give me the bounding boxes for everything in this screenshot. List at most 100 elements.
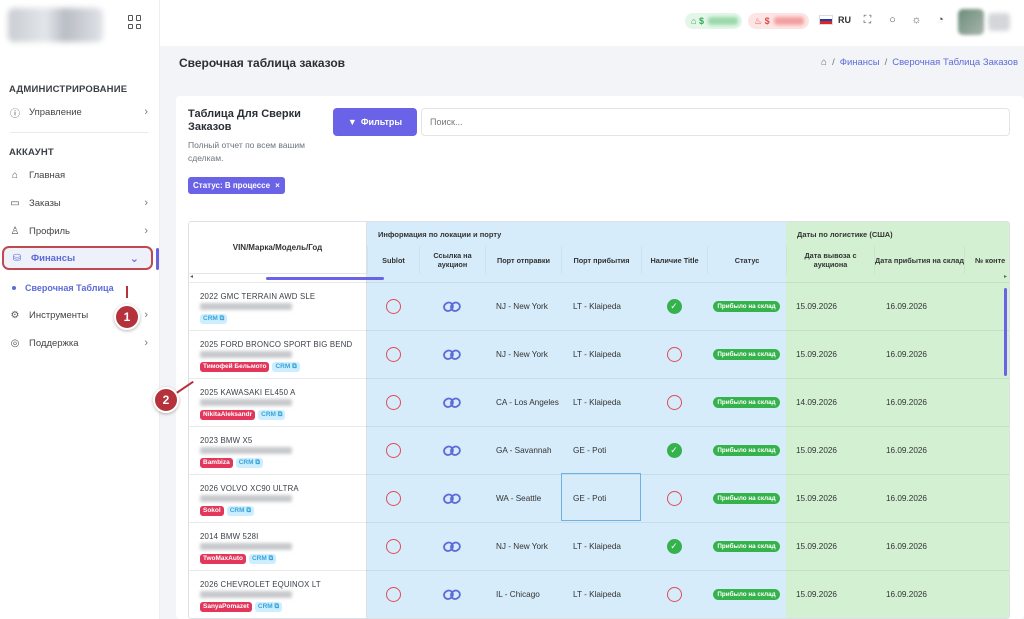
sidebar-item-label: Поддержка xyxy=(29,337,79,349)
col-header-title[interactable]: Наличие Title xyxy=(641,246,707,274)
user-tag[interactable]: Bambiza xyxy=(200,458,233,468)
logo-image xyxy=(8,8,103,42)
status-chip-label: Статус: В процессе xyxy=(193,181,271,190)
search-input[interactable] xyxy=(421,108,1010,136)
arrival-date: 16.09.2026 xyxy=(886,398,927,407)
avatar[interactable] xyxy=(958,9,984,35)
russia-flag-icon[interactable] xyxy=(819,15,833,25)
col-header-departure-port[interactable]: Порт отправки xyxy=(485,246,561,274)
vin-blurred xyxy=(200,591,292,598)
table-row[interactable]: 2025 KAWASAKI EL450 A NikitaAleksandr CRM … xyxy=(189,378,1009,426)
breadcrumb-current[interactable]: Сверочная Таблица Заказов xyxy=(892,57,1018,68)
col-header-status[interactable]: Статус xyxy=(707,246,786,274)
col-header-arrival-port[interactable]: Порт прибытия xyxy=(561,246,641,274)
col-header-auction-link[interactable]: Ссылка на аукцион xyxy=(419,246,485,274)
col-header-vin[interactable]: VIN/Марка/Модель/Год xyxy=(189,222,366,274)
home-icon[interactable]: ⌂ xyxy=(821,57,828,68)
pickup-date: 15.09.2026 xyxy=(796,350,837,359)
table-row[interactable]: 2023 BMW X5 Bambiza CRM ⧉ GA - Savannah GE -… xyxy=(189,426,1009,474)
user-tag[interactable]: SanyaPomazet xyxy=(200,602,252,612)
scrollbar-thumb[interactable] xyxy=(266,277,384,280)
arrival-port: LT - Klaipeda xyxy=(573,590,621,599)
crm-link[interactable]: CRM ⧉ xyxy=(200,314,228,324)
card-subtitle: Полный отчет по всем вашим сделкам. xyxy=(188,140,305,163)
link-icon[interactable] xyxy=(443,397,461,409)
sidebar-item-orders[interactable]: ▭ Заказы › xyxy=(0,192,160,214)
crm-link-label: CRM xyxy=(238,459,254,466)
link-icon[interactable] xyxy=(443,493,461,505)
sidebar-item-profile[interactable]: ♙ Профиль › xyxy=(0,220,160,242)
user-tag[interactable]: Тимофей Бельмото xyxy=(200,362,270,372)
scroll-left-icon[interactable]: ◂ xyxy=(190,274,194,280)
cart-icon: ▭ xyxy=(10,197,20,209)
link-icon[interactable] xyxy=(443,301,461,313)
col-header-sublot[interactable]: Sublot xyxy=(367,246,419,274)
crm-link[interactable]: CRM ⧉ xyxy=(235,458,264,468)
table-row[interactable]: 2022 GMC TERRAIN AWD SLE CRM ⧉ NJ - New Yo… xyxy=(189,282,1009,330)
arrival-date: 16.09.2026 xyxy=(886,302,927,311)
status-badge: Прибыло на склад xyxy=(713,445,780,456)
notification-icon[interactable]: ◔ xyxy=(937,14,944,26)
user-tag[interactable]: Sokol xyxy=(200,506,224,516)
sidebar-item-manage[interactable]: ⓘ Управление › xyxy=(0,101,160,123)
vehicle-name: 2026 VOLVO XC90 ULTRA xyxy=(200,484,299,493)
sidebar-item-label: Главная xyxy=(29,169,66,181)
table-row[interactable]: 2014 BMW 528I TwoMaxAuto CRM ⧉ NJ - New Yor… xyxy=(189,522,1009,570)
apps-grid-icon[interactable] xyxy=(128,15,142,29)
sidebar-item-finance[interactable]: ⛁ Финансы ⌄ xyxy=(2,246,153,270)
scroll-right-icon[interactable]: ▸ xyxy=(1003,274,1007,280)
status-badge: Прибыло на склад xyxy=(713,349,780,360)
balance-green-symbol: $ xyxy=(698,16,704,26)
sidebar-item-support[interactable]: ◎ Поддержка › xyxy=(0,332,160,354)
close-icon[interactable]: × xyxy=(275,181,280,190)
link-icon[interactable] xyxy=(443,445,461,457)
col-header-pickup-date[interactable]: Дата вывоза с аукциона xyxy=(786,246,874,274)
table-row[interactable]: 2026 CHEVROLET EQUINOX LT SanyaPomazet CRM… xyxy=(189,570,1009,618)
group-header-location: Информация по локации и порту xyxy=(378,229,502,239)
link-icon[interactable] xyxy=(443,541,461,553)
check-icon: ✓ xyxy=(666,443,682,458)
sidebar-item-tools[interactable]: ⚙ Инструменты › xyxy=(0,304,160,326)
fullscreen-icon[interactable]: ⛶ xyxy=(863,14,872,26)
sublot-empty-icon xyxy=(385,587,401,602)
link-icon[interactable] xyxy=(443,589,461,601)
balance-red-badge[interactable]: ♨ $ xyxy=(748,13,809,29)
sidebar-item-label: Финансы xyxy=(31,252,76,264)
link-icon[interactable] xyxy=(443,349,461,361)
sidebar-subitem-reconcile-table[interactable]: Сверочная Таблица xyxy=(12,283,114,293)
user-tag[interactable]: NikitaAleksandr xyxy=(200,410,256,420)
breadcrumb-finance[interactable]: Финансы xyxy=(839,57,880,68)
theme-sun-icon[interactable]: ☼ xyxy=(911,14,922,26)
sidebar-item-label: Управление xyxy=(29,106,82,118)
col-header-arrival-date[interactable]: Дата прибытия на склад xyxy=(874,246,964,274)
table-row[interactable]: 2025 FORD BRONCO SPORT BIG BEND Тимофей Б… xyxy=(189,330,1009,378)
bank-icon: ⌂ xyxy=(691,16,699,26)
crm-link[interactable]: CRM ⧉ xyxy=(258,410,286,420)
chevron-right-icon: › xyxy=(144,197,148,209)
balance-green-badge[interactable]: ⌂ $ xyxy=(685,13,742,29)
status-filter-chip[interactable]: Статус: В процессе × xyxy=(188,177,285,194)
arrival-port: GE - Poti xyxy=(573,494,607,503)
crm-link[interactable]: CRM ⧉ xyxy=(226,506,254,516)
arrival-date: 16.09.2026 xyxy=(886,446,927,455)
info-circle-icon: ⓘ xyxy=(10,108,20,120)
arrival-port: LT - Klaipeda xyxy=(573,302,621,311)
language-selector[interactable]: RU xyxy=(838,15,851,25)
crm-link[interactable]: CRM ⧉ xyxy=(248,554,277,564)
row-tags: Тимофей Бельмото CRM ⧉ xyxy=(200,362,300,372)
filters-button[interactable]: ▼ Фильтры xyxy=(333,108,417,136)
user-icon: ♙ xyxy=(10,225,20,237)
vertical-scrollbar[interactable] xyxy=(1004,288,1007,376)
sidebar-item-label: Инструменты xyxy=(29,309,89,321)
user-tag[interactable]: TwoMaxAuto xyxy=(200,554,246,564)
logo[interactable] xyxy=(0,0,159,46)
table-row[interactable]: 2026 VOLVO XC90 ULTRA Sokol CRM ⧉ WA - Seat… xyxy=(189,474,1009,522)
crm-link[interactable]: CRM ⧉ xyxy=(254,602,283,612)
horizontal-scrollbar[interactable]: ◂ ▸ xyxy=(189,274,1009,282)
crm-link[interactable]: CRM ⧉ xyxy=(272,362,300,372)
col-header-container[interactable]: № конте xyxy=(964,246,1009,274)
search-icon[interactable]: ○ xyxy=(889,14,896,26)
sidebar-item-home[interactable]: ⌂ Главная xyxy=(0,164,160,186)
pickup-date: 15.09.2026 xyxy=(796,494,837,503)
external-link-icon: ⧉ xyxy=(274,603,280,610)
